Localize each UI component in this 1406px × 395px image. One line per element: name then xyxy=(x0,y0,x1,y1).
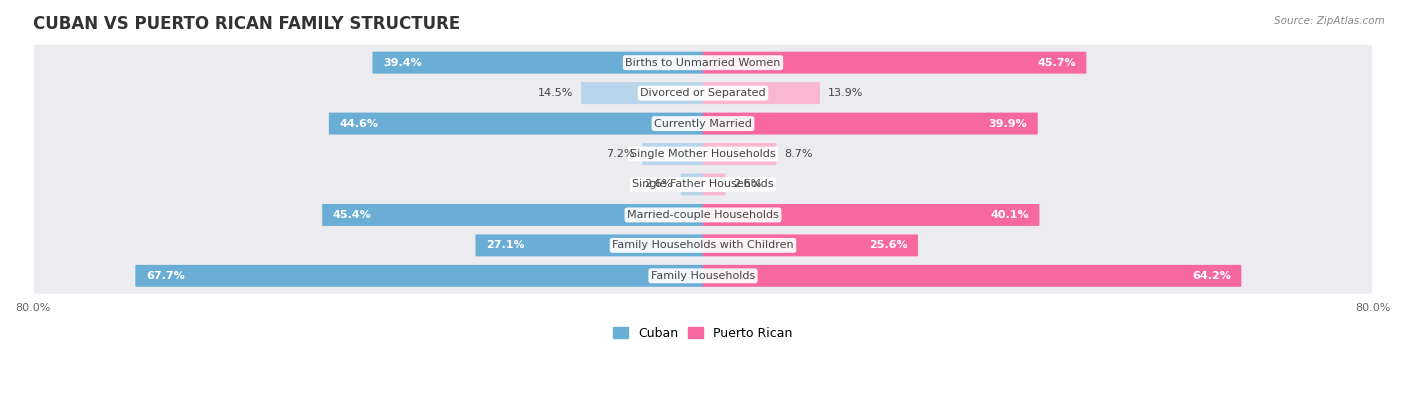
Text: CUBAN VS PUERTO RICAN FAMILY STRUCTURE: CUBAN VS PUERTO RICAN FAMILY STRUCTURE xyxy=(32,15,460,33)
FancyBboxPatch shape xyxy=(135,265,703,287)
FancyBboxPatch shape xyxy=(34,228,1372,263)
Text: 2.6%: 2.6% xyxy=(644,179,673,190)
FancyBboxPatch shape xyxy=(581,82,703,104)
FancyBboxPatch shape xyxy=(703,204,1039,226)
Text: Family Households with Children: Family Households with Children xyxy=(612,241,794,250)
FancyBboxPatch shape xyxy=(703,113,1038,135)
Text: Births to Unmarried Women: Births to Unmarried Women xyxy=(626,58,780,68)
Legend: Cuban, Puerto Rican: Cuban, Puerto Rican xyxy=(609,322,797,345)
Text: 27.1%: 27.1% xyxy=(486,241,524,250)
FancyBboxPatch shape xyxy=(475,234,703,256)
FancyBboxPatch shape xyxy=(703,234,918,256)
Text: Family Households: Family Households xyxy=(651,271,755,281)
FancyBboxPatch shape xyxy=(643,143,703,165)
FancyBboxPatch shape xyxy=(34,258,1372,294)
FancyBboxPatch shape xyxy=(34,45,1372,81)
Text: 8.7%: 8.7% xyxy=(785,149,813,159)
Text: 67.7%: 67.7% xyxy=(146,271,184,281)
Text: 13.9%: 13.9% xyxy=(828,88,863,98)
Text: 39.9%: 39.9% xyxy=(988,118,1028,129)
Text: 45.7%: 45.7% xyxy=(1038,58,1076,68)
Text: Currently Married: Currently Married xyxy=(654,118,752,129)
FancyBboxPatch shape xyxy=(373,52,703,73)
Text: Single Mother Households: Single Mother Households xyxy=(630,149,776,159)
Text: 44.6%: 44.6% xyxy=(339,118,378,129)
Text: 45.4%: 45.4% xyxy=(333,210,371,220)
FancyBboxPatch shape xyxy=(703,82,820,104)
FancyBboxPatch shape xyxy=(681,173,703,196)
FancyBboxPatch shape xyxy=(329,113,703,135)
FancyBboxPatch shape xyxy=(703,265,1241,287)
Text: 64.2%: 64.2% xyxy=(1192,271,1230,281)
FancyBboxPatch shape xyxy=(703,173,725,196)
FancyBboxPatch shape xyxy=(34,197,1372,233)
FancyBboxPatch shape xyxy=(322,204,703,226)
Text: Single Father Households: Single Father Households xyxy=(633,179,773,190)
Text: 25.6%: 25.6% xyxy=(869,241,907,250)
Text: Divorced or Separated: Divorced or Separated xyxy=(640,88,766,98)
Text: Married-couple Households: Married-couple Households xyxy=(627,210,779,220)
FancyBboxPatch shape xyxy=(703,143,776,165)
Text: 40.1%: 40.1% xyxy=(990,210,1029,220)
FancyBboxPatch shape xyxy=(34,105,1372,141)
Text: 14.5%: 14.5% xyxy=(537,88,574,98)
Text: 7.2%: 7.2% xyxy=(606,149,634,159)
FancyBboxPatch shape xyxy=(34,167,1372,203)
Text: 2.6%: 2.6% xyxy=(733,179,762,190)
FancyBboxPatch shape xyxy=(703,52,1087,73)
Text: 39.4%: 39.4% xyxy=(382,58,422,68)
FancyBboxPatch shape xyxy=(34,136,1372,172)
FancyBboxPatch shape xyxy=(34,75,1372,111)
Text: Source: ZipAtlas.com: Source: ZipAtlas.com xyxy=(1274,16,1385,26)
